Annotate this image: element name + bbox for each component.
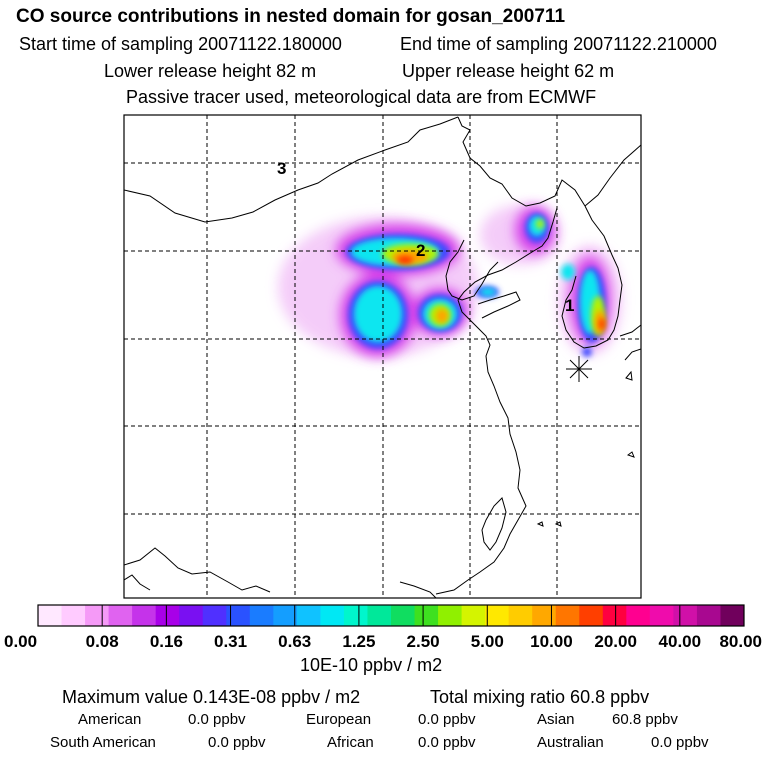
colorbar-tick-label: 40.00 (659, 632, 702, 651)
colorbar-swatch (555, 605, 580, 626)
colorbar-swatch (367, 605, 392, 626)
colorbar-swatch (132, 605, 157, 626)
asian-label: Asian (537, 711, 575, 728)
colorbar-swatch (202, 605, 227, 626)
colorbar-swatch (155, 605, 180, 626)
colorbar-swatch (320, 605, 345, 626)
colorbar-tick-labels: 0.00 0.08 0.16 0.31 0.63 1.25 2.50 5.00 10.00 20.… (4, 632, 762, 651)
african-label: African (327, 734, 374, 751)
colorbar-swatch (414, 605, 439, 626)
region-label-3: 3 (277, 159, 286, 178)
colorbar-tick-label: 0.00 (4, 632, 37, 651)
colorbar-tick-label: 0.16 (150, 632, 183, 651)
colorbar-swatch (626, 605, 651, 626)
colorbar-swatch (508, 605, 533, 626)
colorbar-tick-label: 0.63 (278, 632, 311, 651)
region-label-1: 1 (565, 296, 574, 315)
australian-value: 0.0 ppbv (651, 734, 709, 751)
colorbar-swatch (461, 605, 486, 626)
colorbar-swatch (249, 605, 274, 626)
colorbar-border (37, 604, 745, 627)
colorbar-tick-label: 0.31 (214, 632, 247, 651)
colorbar-swatch (296, 605, 321, 626)
colorbar-swatch (649, 605, 674, 626)
colorbar-swatch (38, 605, 63, 626)
south-american-label: South American (50, 734, 156, 751)
colorbar-tick-label: 1.25 (342, 632, 375, 651)
colorbar-tick-label: 80.00 (719, 632, 762, 651)
graticule (124, 115, 641, 598)
colorbar-swatch (485, 605, 510, 626)
concentration-field (278, 205, 622, 357)
australian-label: Australian (537, 734, 604, 751)
colorbar-swatch (273, 605, 298, 626)
colorbar-swatch (696, 605, 721, 626)
colorbar-swatch (61, 605, 86, 626)
colorbar (37, 604, 745, 627)
upper-release-height-label: Upper release height 62 m (402, 61, 615, 81)
european-label: European (306, 711, 372, 728)
map-frame (123, 114, 642, 599)
asian-value: 60.8 ppbv (612, 711, 678, 728)
maximum-value-label: Maximum value 0.143E-08 ppbv / m2 (62, 687, 361, 707)
colorbar-swatch (226, 605, 251, 626)
colorbar-swatch (602, 605, 627, 626)
colorbar-tick-label: 10.00 (530, 632, 573, 651)
receptor-star-icon (566, 356, 592, 382)
colorbar-tick-label: 0.08 (86, 632, 119, 651)
colorbar-swatch (391, 605, 416, 626)
colorbar-tick-label: 5.00 (471, 632, 504, 651)
region-label-2: 2 (416, 241, 425, 260)
coastlines-and-borders (124, 116, 641, 598)
american-value: 0.0 ppbv (188, 711, 246, 728)
end-time-label: End time of sampling 20071122.210000 (400, 34, 717, 54)
colorbar-swatch (720, 605, 745, 626)
colorbar-swatch (579, 605, 604, 626)
colorbar-swatch (438, 605, 463, 626)
colorbar-swatch (532, 605, 557, 626)
south-american-value: 0.0 ppbv (208, 734, 266, 751)
total-mixing-ratio-label: Total mixing ratio 60.8 ppbv (430, 687, 650, 707)
colorbar-tick-label: 2.50 (407, 632, 440, 651)
colorbar-swatch (108, 605, 133, 626)
colorbar-tick-label: 20.00 (594, 632, 637, 651)
colorbar-swatch (179, 605, 204, 626)
colorbar-unit-label: 10E-10 ppbv / m2 (300, 655, 443, 675)
lower-release-height-label: Lower release height 82 m (104, 61, 317, 81)
colorbar-swatch (673, 605, 698, 626)
african-value: 0.0 ppbv (418, 734, 476, 751)
figure-title: CO source contributions in nested domain… (16, 6, 566, 27)
colorbar-swatch (343, 605, 368, 626)
tracer-note: Passive tracer used, meteorological data… (126, 87, 597, 107)
american-label: American (78, 711, 142, 728)
start-time-label: Start time of sampling 20071122.180000 (19, 34, 342, 54)
colorbar-swatch (85, 605, 110, 626)
european-value: 0.0 ppbv (418, 711, 476, 728)
